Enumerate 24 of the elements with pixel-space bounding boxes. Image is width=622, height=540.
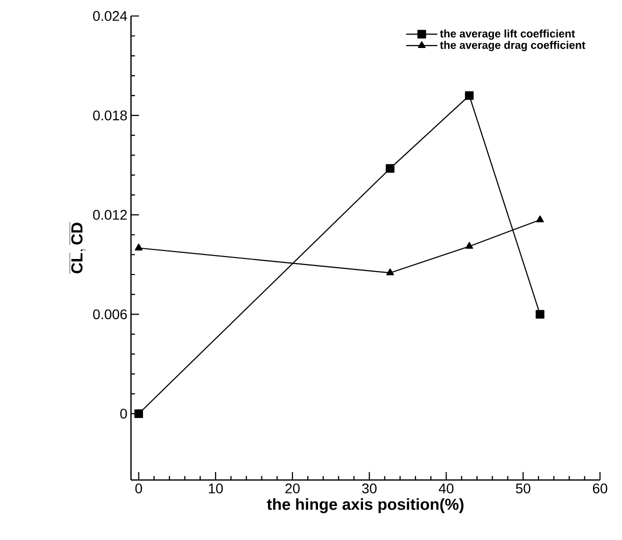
y-tick-label: 0.024 [93,11,128,21]
legend-label: the average drag coefficient [440,40,586,52]
point [134,244,143,250]
point [536,310,544,319]
point [386,164,394,173]
x-tick-label: 10 [208,484,223,494]
y-tick-label: 0.018 [93,110,127,120]
x-axis-title: the hinge axis position(%) [266,498,464,514]
x-tick-label: 40 [438,484,454,494]
legend-label: the average lift coefficient [440,29,575,40]
point [536,215,544,222]
x-tick-label: 50 [516,484,530,494]
y-axis-title: $\overline{\mathbf{CL}},\overline{\mathbf{CD}}$ [70,222,86,274]
x-tick-label: 30 [362,484,377,494]
x-tick-label: 0 [135,484,142,494]
point [134,409,144,418]
y-tick-label: 0 [120,408,127,419]
y-tick-label: 0.012 [93,210,127,220]
point [465,242,474,249]
x-tick-label: 20 [285,484,300,494]
x-tick-label: 60 [592,484,608,494]
point [386,268,394,276]
y-tick-label: 0.006 [93,309,127,320]
point [464,91,474,100]
